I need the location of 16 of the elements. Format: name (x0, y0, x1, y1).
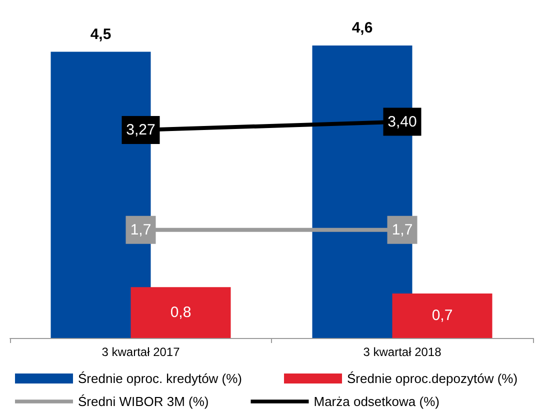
bar (130, 287, 231, 338)
legend-label: Średnie oproc. kredytów (%) (78, 371, 242, 386)
x-tick-label: 3 kwartał 2018 (363, 345, 442, 359)
data-label: 4,6 (352, 19, 373, 36)
legend-label: Średni WIBOR 3M (%) (78, 394, 209, 409)
data-label: 0,7 (432, 307, 453, 324)
data-label: 3,27 (126, 122, 156, 139)
data-label: 4,5 (90, 26, 112, 43)
data-label: 1,7 (392, 221, 413, 238)
data-label: 3,40 (388, 113, 417, 130)
data-label: 1,7 (130, 221, 152, 238)
legend-label: Marża odsetkowa (%) (314, 394, 440, 409)
legend-label: Średnie oproc.depozytów (%) (347, 371, 518, 386)
data-label: 0,8 (170, 304, 192, 322)
bar (392, 293, 492, 338)
x-tick-label: 3 kwartał 2017 (102, 345, 180, 359)
